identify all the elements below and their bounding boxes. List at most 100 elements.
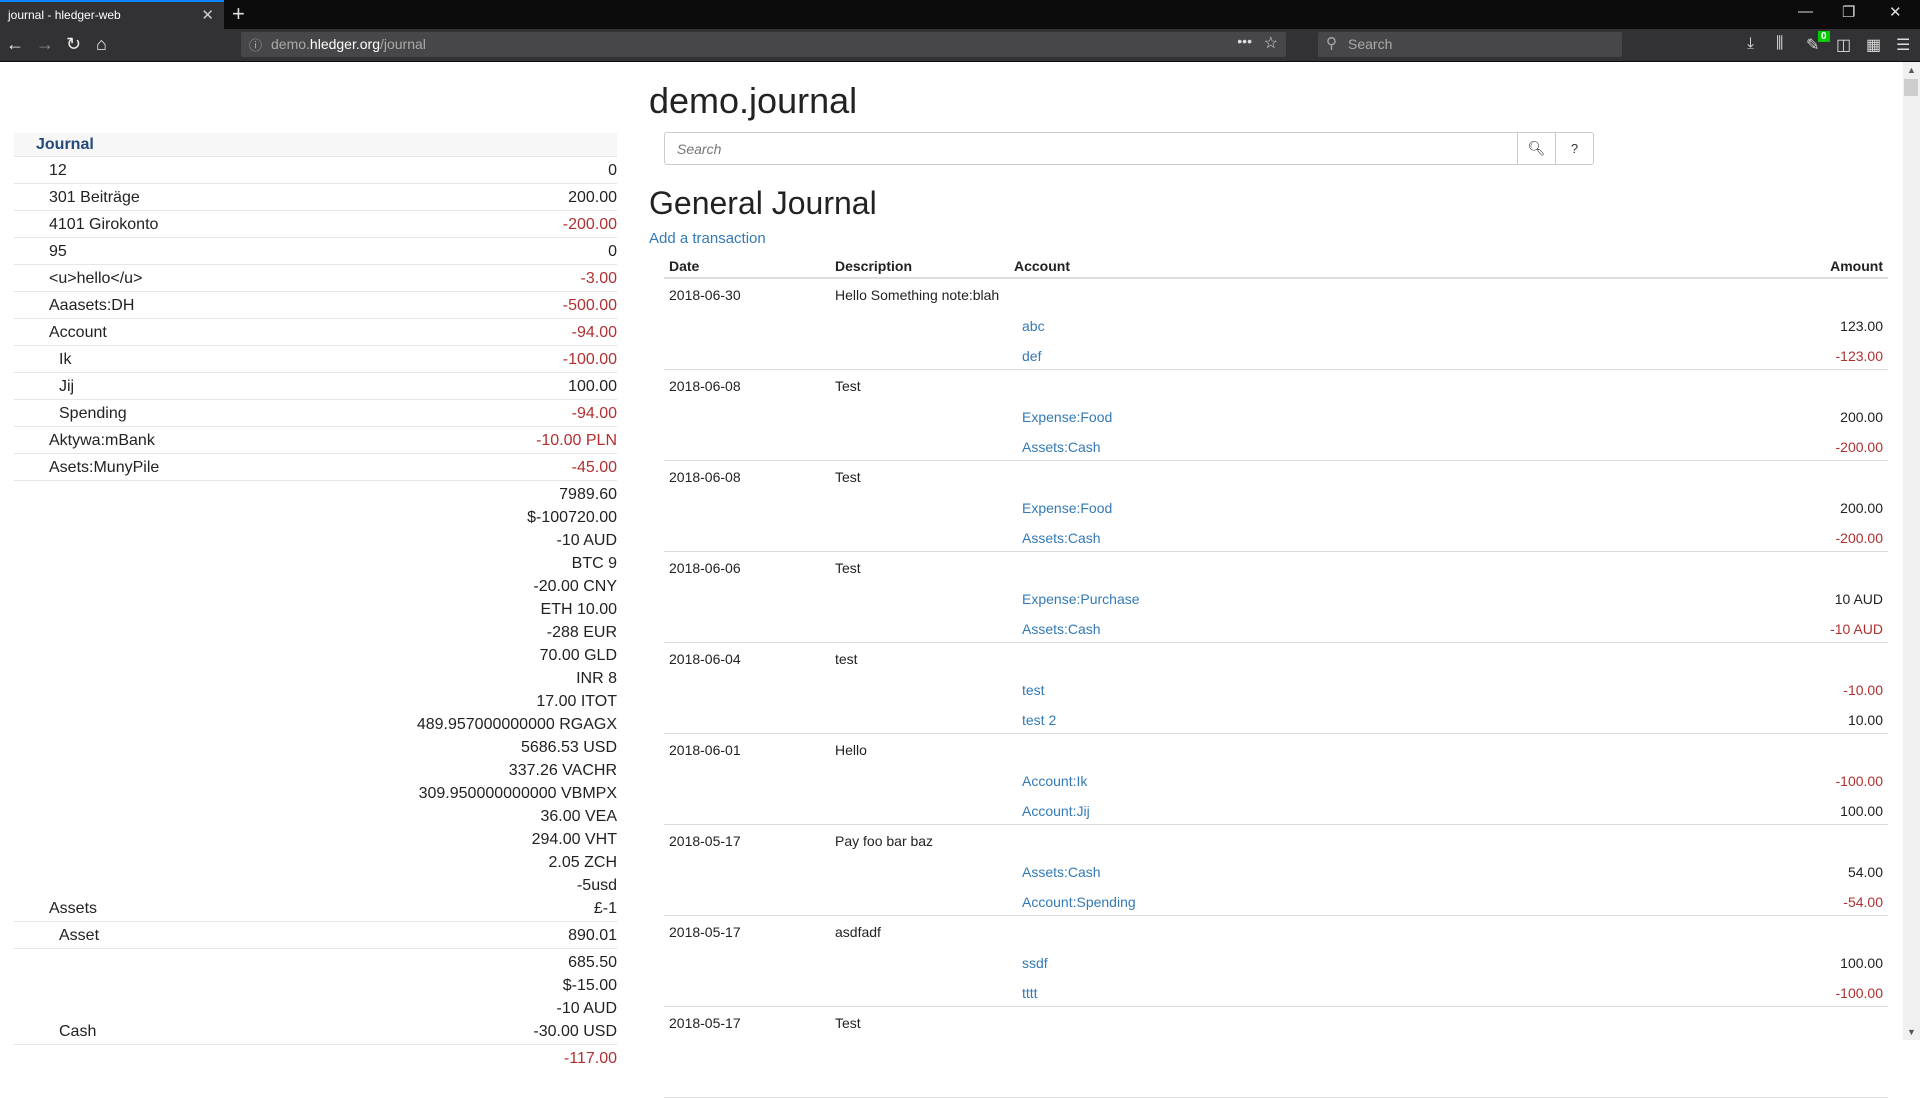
account-row: Asset 890.01 (14, 921, 617, 948)
account-row: <u>hello</u> -3.00 (14, 264, 617, 291)
posting-account-link[interactable]: Account:Ik (1022, 773, 1088, 789)
posting-account-link[interactable]: Account:Spending (1022, 894, 1136, 910)
journal-heading: General Journal (649, 185, 877, 221)
account-link[interactable]: Asets:MunyPile (49, 459, 160, 476)
header-account: Account (1014, 258, 1070, 274)
balance-amount: 890.01 (568, 927, 617, 944)
posting-account-link[interactable]: abc (1022, 318, 1045, 334)
posting-account-link[interactable]: Account:Jij (1022, 803, 1090, 819)
account-row: Cash 685.50 $-15.00 -10 AUD -30.00 USD (14, 948, 617, 1044)
account-link[interactable]: 4101 Girokonto (49, 216, 159, 233)
balance-amount: 36.00 VEA (540, 808, 618, 825)
posting-amount: -10 AUD (1830, 621, 1883, 637)
transaction-date: 2018-06-06 (669, 560, 741, 576)
posting-amount: 10.00 (1847, 712, 1883, 728)
posting-account-link[interactable]: Expense:Food (1022, 500, 1113, 516)
bookmark-star-icon[interactable]: ☆ (1263, 35, 1278, 52)
balance-amount: 685.50 (568, 954, 617, 971)
restore-icon[interactable]: ❐ (1842, 4, 1856, 21)
posting-amount: 123.00 (1840, 318, 1883, 334)
account-link[interactable]: 95 (49, 243, 67, 260)
add-transaction-link[interactable]: Add a transaction (649, 230, 766, 247)
account-row: 301 Beiträge 200.00 (14, 183, 617, 210)
account-link[interactable]: <u>hello</u> (49, 270, 143, 287)
posting-account-link[interactable]: Assets:Cash (1022, 864, 1101, 880)
transaction-row: 2018-05-17 Test (664, 1007, 1888, 1098)
sidebar-icon[interactable]: ◫ (1836, 37, 1852, 54)
help-button[interactable]: ? (1556, 132, 1594, 165)
reload-icon[interactable]: ↻ (66, 34, 82, 54)
account-link[interactable]: Cash (59, 1023, 97, 1040)
account-list: 12 0 301 Beiträge 200.00 4101 Girokonto -200.… (14, 157, 617, 1071)
forward-icon[interactable]: → (36, 34, 54, 54)
posting-row: Expense:Food 200.00 (664, 500, 1888, 520)
info-icon[interactable]: ⓘ (249, 38, 263, 53)
new-tab-icon[interactable]: + (232, 1, 245, 26)
account-row: Spending -94.00 (14, 399, 617, 426)
posting-amount: -10.00 (1843, 682, 1883, 698)
account-row: Aktywa:mBank -10.00 PLN (14, 426, 617, 453)
account-link[interactable]: Spending (59, 405, 127, 422)
search-button[interactable]: 🔍︎ (1518, 132, 1556, 165)
account-sidebar: Journal 12 0 301 Beiträge 200.00 4101 Giroko… (14, 133, 617, 1071)
account-link[interactable]: 12 (49, 162, 67, 179)
account-balance: 0 (608, 159, 617, 182)
posting-account-link[interactable]: ssdf (1022, 955, 1048, 971)
account-row: Jij 100.00 (14, 372, 617, 399)
download-icon[interactable]: ⤓ (1747, 35, 1755, 52)
browser-search-input[interactable]: ⚲ Search (1318, 32, 1622, 57)
balance-amount: -30.00 USD (533, 1023, 617, 1040)
posting-account-link[interactable]: Assets:Cash (1022, 439, 1101, 455)
transaction-date: 2018-06-08 (669, 378, 741, 394)
balance-amount: -117.00 (563, 1050, 617, 1067)
scrollbar-thumb[interactable] (1904, 79, 1918, 96)
posting-account-link[interactable]: Assets:Cash (1022, 621, 1101, 637)
posting-account-link[interactable]: test (1022, 682, 1045, 698)
scroll-down-icon[interactable]: ▼ (1907, 1027, 1916, 1037)
account-link[interactable]: 301 Beiträge (49, 189, 140, 206)
browser-tab[interactable]: journal - hledger-web ✕ (0, 0, 224, 29)
balance-amount: 70.00 GLD (539, 647, 617, 664)
scroll-up-icon[interactable]: ▲ (1907, 65, 1916, 75)
account-link[interactable]: Assets (49, 900, 98, 917)
posting-account-link[interactable]: Expense:Purchase (1022, 591, 1140, 607)
addons-icon[interactable]: ▦ (1866, 37, 1882, 54)
balance-amount: -10 AUD (556, 532, 617, 549)
posting-account-link[interactable]: Assets:Cash (1022, 530, 1101, 546)
account-balance: -500.00 (563, 294, 617, 317)
back-icon[interactable]: ← (6, 34, 24, 54)
posting-account-link[interactable]: def (1022, 348, 1042, 364)
posting-account-link[interactable]: test 2 (1022, 712, 1057, 728)
transaction-description: Hello (835, 742, 867, 758)
account-link[interactable]: Jij (59, 378, 75, 395)
account-balance: -117.00 (564, 1047, 617, 1070)
posting-amount: 200.00 (1840, 409, 1883, 425)
sidebar-journal-link[interactable]: Journal (14, 133, 617, 157)
extension-icon[interactable]: ✎ (1806, 37, 1820, 54)
page-title: demo.journal (649, 80, 858, 121)
extension-badge: 0 (1818, 31, 1830, 42)
page-actions-icon[interactable]: ••• (1237, 33, 1252, 49)
account-link[interactable]: Ik (59, 351, 72, 368)
posting-account-link[interactable]: tttt (1022, 985, 1038, 1001)
account-link[interactable]: Account (49, 324, 107, 341)
transaction-description: Test (835, 1015, 861, 1031)
account-link[interactable]: Aktywa:mBank (49, 432, 155, 449)
search-input[interactable] (664, 132, 1518, 165)
home-icon[interactable]: ⌂ (96, 34, 107, 54)
header-date: Date (669, 258, 700, 274)
close-window-icon[interactable]: ✕ (1889, 4, 1902, 21)
account-link[interactable]: Asset (59, 927, 100, 944)
posting-amount: -100.00 (1835, 773, 1883, 789)
close-tab-icon[interactable]: ✕ (201, 7, 214, 24)
account-link[interactable]: Aaasets:DH (49, 297, 135, 314)
menu-icon[interactable]: ☰ (1896, 37, 1911, 54)
posting-amount: -200.00 (1835, 530, 1883, 546)
minimize-icon[interactable]: — (1798, 3, 1813, 20)
url-bar[interactable]: ⓘ demo.hledger.org/journal ••• ☆ (241, 32, 1286, 57)
library-icon[interactable]: ⫼ (1776, 35, 1784, 52)
account-balance: -3.00 (581, 267, 617, 290)
balance-amount: BTC 9 (571, 555, 617, 572)
posting-account-link[interactable]: Expense:Food (1022, 409, 1113, 425)
scrollbar[interactable]: ▲ ▼ (1903, 62, 1920, 1040)
